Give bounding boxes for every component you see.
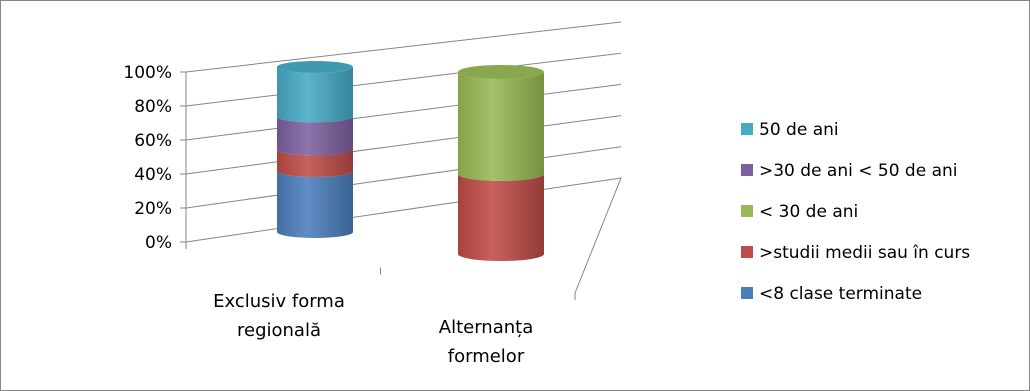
legend-label: 50 de ani bbox=[759, 120, 839, 140]
gridline bbox=[185, 115, 622, 175]
category-labels: Exclusiv forma regională Alternanța formelo… bbox=[213, 291, 533, 367]
legend: 50 de ani >30 de ani < 50 de ani < 30 de a… bbox=[741, 120, 970, 304]
bars bbox=[277, 61, 544, 261]
y-tick-label: 40% bbox=[134, 165, 172, 185]
y-tick-label: 80% bbox=[134, 97, 172, 117]
bar-segment bbox=[277, 170, 353, 238]
bar-segment bbox=[277, 67, 353, 123]
legend-item: 50 de ani bbox=[741, 120, 839, 140]
cylinder-bar bbox=[458, 65, 544, 261]
gridline bbox=[185, 21, 622, 73]
cylinder-bar bbox=[277, 61, 353, 238]
legend-label: < 30 de ani bbox=[759, 202, 858, 222]
gridline bbox=[185, 83, 622, 141]
cylinder-top bbox=[277, 61, 353, 73]
y-tick-label: 60% bbox=[134, 131, 172, 151]
legend-swatch bbox=[741, 123, 753, 135]
bar-segment bbox=[458, 72, 544, 181]
legend-label: <8 clase terminate bbox=[759, 284, 922, 304]
legend-label: >studii medii sau în curs bbox=[759, 243, 970, 263]
gridline bbox=[185, 52, 622, 107]
bar-segment bbox=[277, 149, 353, 177]
category-label: formelor bbox=[448, 346, 525, 367]
legend-swatch bbox=[741, 164, 753, 176]
bar-segment bbox=[277, 116, 353, 156]
gridline bbox=[185, 146, 622, 209]
y-tick-label: 20% bbox=[134, 199, 172, 219]
cylinder-top bbox=[458, 65, 544, 79]
category-label: Alternanța bbox=[439, 317, 533, 338]
legend-item: >studii medii sau în curs bbox=[741, 243, 970, 263]
legend-item: < 30 de ani bbox=[741, 202, 858, 222]
y-tick-label: 0% bbox=[145, 233, 172, 253]
y-tick-label: 100% bbox=[123, 63, 172, 83]
legend-swatch bbox=[741, 246, 753, 258]
axes bbox=[180, 71, 576, 300]
y-tick-labels: 0% 20% 40% 60% 80% 100% bbox=[123, 63, 172, 253]
legend-label: >30 de ani < 50 de ani bbox=[759, 161, 958, 181]
legend-item: >30 de ani < 50 de ani bbox=[741, 161, 958, 181]
category-label: regională bbox=[237, 320, 321, 341]
category-label: Exclusiv forma bbox=[213, 291, 345, 312]
legend-swatch bbox=[741, 205, 753, 217]
bar-segment bbox=[458, 173, 544, 261]
legend-swatch bbox=[741, 287, 753, 299]
legend-item: <8 clase terminate bbox=[741, 284, 922, 304]
